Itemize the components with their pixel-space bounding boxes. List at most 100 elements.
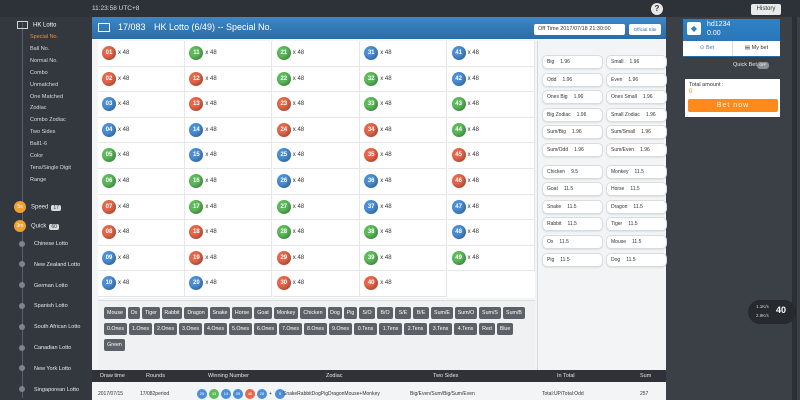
odds-option[interactable]: Chicken 9.5	[542, 164, 603, 179]
odds-option[interactable]: Snake 11.5	[542, 199, 603, 214]
zodiac-button[interactable]: 0.Ones	[104, 323, 127, 335]
ball-cell[interactable]: 01 x 48	[98, 41, 185, 67]
zodiac-button[interactable]: 2.Ones	[154, 323, 177, 335]
ball-cell[interactable]: 33 x 48	[360, 92, 448, 118]
ball-number[interactable]: 01	[102, 46, 116, 60]
ball-cell[interactable]: 30 x 48	[272, 271, 360, 297]
odds-option[interactable]: Sum/Small 1.96	[606, 125, 667, 140]
ball-cell[interactable]: 14 x 48	[185, 117, 273, 144]
ball-number[interactable]: 26	[276, 174, 291, 188]
ball-cell[interactable]: 47 x 48	[447, 194, 535, 221]
ball-number[interactable]: 02	[102, 71, 116, 86]
ball-number[interactable]: 07	[102, 199, 116, 214]
ball-number[interactable]: 38	[364, 225, 379, 240]
zodiac-button[interactable]: Horse	[232, 307, 252, 319]
help-icon[interactable]: ?	[651, 3, 663, 15]
zodiac-button[interactable]: Sum/O	[455, 307, 477, 319]
ball-cell[interactable]: 07 x 48	[98, 194, 185, 221]
zodiac-button[interactable]: Tiger	[142, 307, 160, 319]
ball-number[interactable]: 04	[102, 122, 116, 137]
ball-number[interactable]: 18	[189, 225, 204, 240]
zodiac-button[interactable]: Sum/E	[431, 307, 453, 319]
odds-option[interactable]: Mouse 11.5	[606, 235, 667, 249]
odds-option[interactable]: Ones Small 1.96	[606, 90, 667, 105]
ball-cell[interactable]: 23 x 48	[272, 92, 360, 118]
ball-cell[interactable]: 03 x 48	[98, 92, 185, 118]
zodiac-button[interactable]: Blue	[497, 323, 513, 335]
zodiac-button[interactable]: S/O	[359, 307, 375, 319]
ball-number[interactable]: 45	[451, 148, 466, 163]
ball-number[interactable]: 10	[102, 276, 116, 291]
ball-number[interactable]: 24	[276, 122, 291, 137]
zodiac-button[interactable]: Mouse	[104, 307, 126, 319]
sidebar-subitem[interactable]: Color	[30, 153, 44, 159]
ball-cell[interactable]: 41 x 48	[447, 41, 535, 67]
odds-option[interactable]: Ones Big 1.96	[542, 90, 603, 105]
ball-number[interactable]: 28	[276, 225, 291, 240]
ball-cell[interactable]: 48 x 48	[447, 220, 535, 246]
ball-number[interactable]: 32	[364, 71, 379, 86]
zodiac-button[interactable]: Dog	[328, 307, 342, 319]
odds-option[interactable]: Tiger 11.5	[606, 217, 667, 232]
ball-cell[interactable]: 10 x 48	[98, 271, 185, 297]
ball-cell[interactable]: 20 x 48	[185, 271, 273, 297]
zodiac-button[interactable]: 9.Ones	[329, 323, 352, 335]
ball-number[interactable]: 25	[276, 148, 291, 163]
odds-option[interactable]: Big Zodiac 1.96	[542, 107, 603, 122]
zodiac-button[interactable]: Dragon	[184, 307, 208, 319]
zodiac-button[interactable]: Green	[104, 339, 125, 351]
ball-number[interactable]: 22	[276, 71, 291, 86]
ball-cell[interactable]: 28 x 48	[272, 220, 360, 246]
sidebar-lottery-item[interactable]: South African Lotto	[19, 322, 80, 332]
ball-number[interactable]: 19	[189, 250, 204, 265]
odds-option[interactable]: Ox 11.5	[542, 235, 603, 249]
sidebar-speed[interactable]: 5s Speed 17	[14, 201, 61, 213]
ball-cell[interactable]: 17 x 48	[185, 194, 273, 221]
zodiac-button[interactable]: Chicken	[300, 307, 326, 319]
ball-cell[interactable]: 04 x 48	[98, 117, 185, 144]
bet-now-button[interactable]: Bet now	[688, 99, 778, 112]
ball-number[interactable]: 11	[189, 46, 204, 60]
ball-number[interactable]: 12	[189, 71, 204, 86]
zodiac-button[interactable]: 1.Tens	[379, 323, 402, 335]
ball-number[interactable]: 14	[189, 122, 204, 137]
ball-number[interactable]: 29	[276, 250, 291, 265]
sidebar-subitem[interactable]: Special No.	[30, 34, 59, 40]
sidebar-lottery-item[interactable]: Singaporean Lotto	[19, 385, 79, 395]
zodiac-button[interactable]: Ox	[128, 307, 140, 319]
odds-option[interactable]: Small Zodiac 1.96	[606, 107, 667, 122]
ball-number[interactable]: 31	[364, 46, 379, 60]
zodiac-button[interactable]: B/E	[413, 307, 429, 319]
zodiac-button[interactable]: Monkey	[274, 307, 298, 319]
zodiac-button[interactable]: 0.Tens	[354, 323, 377, 335]
ball-number[interactable]: 21	[276, 46, 291, 60]
ball-number[interactable]: 15	[189, 148, 204, 163]
sidebar-lottery-item[interactable]: Canadian Lotto	[19, 343, 71, 353]
zodiac-button[interactable]: Goat	[254, 307, 272, 319]
zodiac-button[interactable]: Sum/S	[479, 307, 501, 319]
ball-cell[interactable]: 32 x 48	[360, 66, 448, 93]
ball-number[interactable]: 34	[364, 122, 379, 137]
sidebar-lottery-item[interactable]: Chinese Lotto	[19, 239, 68, 249]
official-site-link[interactable]: Official Site	[629, 24, 661, 35]
ball-number[interactable]: 46	[451, 174, 466, 188]
ball-cell[interactable]: 25 x 48	[272, 143, 360, 169]
ball-number[interactable]: 17	[189, 199, 204, 214]
sidebar-subitem[interactable]: Ball No.	[30, 45, 50, 52]
sidebar-lottery-item[interactable]: New York Lotto	[19, 364, 71, 374]
odds-option[interactable]: Sum/Even 1.96	[606, 143, 667, 157]
zodiac-button[interactable]: 5.Ones	[229, 323, 252, 335]
ball-cell[interactable]: 02 x 48	[98, 66, 185, 93]
sidebar-lottery-item[interactable]: New Zealand Lotto	[19, 260, 80, 270]
zodiac-button[interactable]: S/E	[395, 307, 411, 319]
odds-option[interactable]: Pig 11.5	[542, 252, 603, 267]
odds-option[interactable]: Dog 11.5	[606, 252, 667, 267]
ball-number[interactable]: 09	[102, 250, 116, 265]
zodiac-button[interactable]: 4.Ones	[204, 323, 227, 335]
ball-number[interactable]: 35	[364, 148, 379, 163]
sidebar-hk-lotto[interactable]: HK Lotto	[17, 21, 56, 29]
ball-number[interactable]: 40	[364, 276, 379, 291]
zodiac-button[interactable]: 1.Ones	[129, 323, 152, 335]
zodiac-button[interactable]: 3.Ones	[179, 323, 202, 335]
sidebar-subitem[interactable]: Range	[30, 176, 47, 183]
